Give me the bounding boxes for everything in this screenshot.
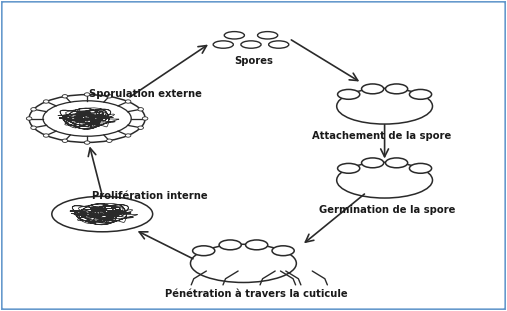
Ellipse shape [224, 32, 244, 39]
Text: Prolifération interne: Prolifération interne [92, 191, 208, 201]
Ellipse shape [410, 163, 431, 173]
Ellipse shape [43, 100, 49, 103]
Ellipse shape [52, 196, 153, 232]
Text: Sporulation externe: Sporulation externe [89, 89, 201, 99]
Ellipse shape [138, 108, 143, 111]
Ellipse shape [269, 41, 289, 48]
Ellipse shape [338, 90, 360, 99]
Text: Germination de la spore: Germination de la spore [319, 206, 455, 216]
Ellipse shape [84, 141, 90, 144]
Ellipse shape [84, 93, 90, 96]
Ellipse shape [193, 246, 215, 256]
Ellipse shape [125, 100, 131, 103]
Ellipse shape [385, 84, 408, 94]
Ellipse shape [43, 134, 49, 137]
Ellipse shape [138, 126, 143, 129]
Ellipse shape [26, 117, 32, 120]
Ellipse shape [241, 41, 261, 48]
Ellipse shape [62, 95, 68, 98]
Ellipse shape [125, 134, 131, 137]
Ellipse shape [43, 101, 131, 136]
Ellipse shape [361, 158, 384, 168]
Ellipse shape [31, 108, 37, 111]
Ellipse shape [142, 117, 148, 120]
Ellipse shape [337, 88, 432, 124]
Ellipse shape [191, 244, 297, 282]
Ellipse shape [410, 90, 431, 99]
Ellipse shape [29, 95, 145, 142]
Ellipse shape [31, 126, 37, 129]
Ellipse shape [245, 240, 268, 250]
Text: Attachement de la spore: Attachement de la spore [312, 132, 452, 142]
Text: Pénétration à travers la cuticule: Pénétration à travers la cuticule [165, 289, 347, 299]
Ellipse shape [361, 84, 384, 94]
Ellipse shape [213, 41, 233, 48]
Ellipse shape [62, 139, 68, 142]
Ellipse shape [337, 162, 432, 198]
Ellipse shape [258, 32, 278, 39]
Ellipse shape [338, 163, 360, 173]
Ellipse shape [385, 158, 408, 168]
Text: Spores: Spores [234, 56, 273, 66]
Ellipse shape [219, 240, 241, 250]
Ellipse shape [272, 246, 294, 256]
Ellipse shape [106, 95, 112, 98]
Ellipse shape [106, 139, 112, 142]
